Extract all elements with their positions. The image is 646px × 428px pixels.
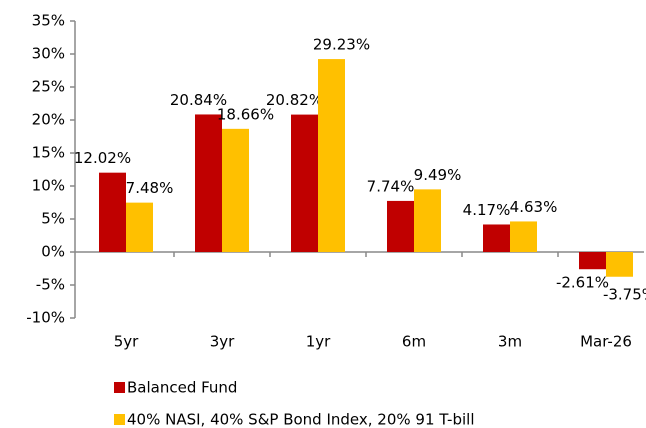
x-tick-label: 1yr (306, 333, 331, 351)
y-tick-label: 35% (32, 12, 65, 30)
legend-label: Balanced Fund (127, 379, 237, 397)
y-tick-label: 30% (32, 45, 65, 63)
data-label: 7.48% (126, 179, 174, 197)
y-tick-label: 5% (41, 210, 65, 228)
data-label: 20.84% (170, 91, 227, 109)
data-label: -3.75% (603, 285, 646, 303)
x-tick-label: 3m (498, 333, 522, 351)
y-tick-label: -10% (26, 309, 65, 327)
legend-swatch (114, 414, 125, 425)
y-tick-label: 20% (32, 111, 65, 129)
y-tick-label: 25% (32, 78, 65, 96)
x-tick-label: 6m (402, 333, 426, 351)
y-tick-label: 10% (32, 177, 65, 195)
bar (414, 189, 441, 252)
data-label: 29.23% (313, 36, 370, 54)
x-tick-label: 5yr (114, 333, 139, 351)
legend-swatch (114, 382, 125, 393)
bar (483, 224, 510, 252)
data-label: 20.82% (266, 91, 323, 109)
data-label: 4.17% (463, 201, 511, 219)
x-tick-label: 3yr (210, 333, 235, 351)
y-tick-label: 15% (32, 144, 65, 162)
bar (510, 221, 537, 252)
x-tick-label: Mar-26 (580, 333, 632, 351)
data-label: 12.02% (74, 149, 131, 167)
data-label: -2.61% (556, 274, 609, 292)
y-tick-label: -5% (36, 276, 65, 294)
bar (291, 114, 318, 252)
bar (222, 128, 249, 252)
data-label: 4.63% (510, 198, 558, 216)
legend-label: 40% NASI, 40% S&P Bond Index, 20% 91 T-b… (127, 411, 475, 428)
bar (318, 59, 345, 252)
bar (579, 252, 606, 270)
bar (387, 200, 414, 252)
data-label: 9.49% (414, 166, 462, 184)
data-label: 7.74% (367, 177, 415, 195)
data-label: 18.66% (217, 105, 274, 123)
y-tick-label: 0% (41, 243, 65, 261)
bar (99, 172, 126, 252)
bar (606, 252, 633, 277)
bar (126, 202, 153, 252)
bar (195, 114, 222, 253)
